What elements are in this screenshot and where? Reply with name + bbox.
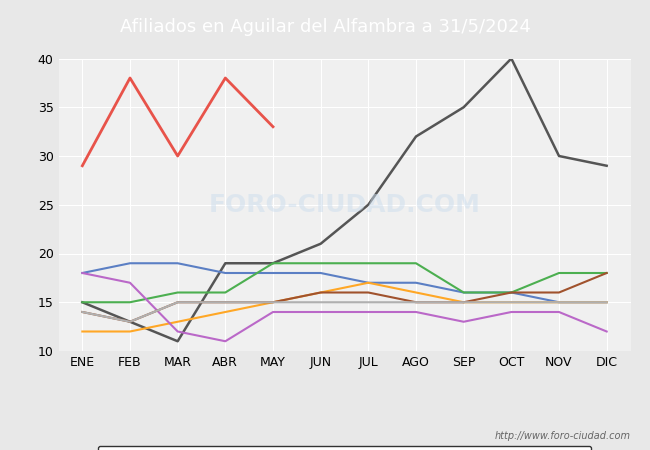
- Text: Afiliados en Aguilar del Alfambra a 31/5/2024: Afiliados en Aguilar del Alfambra a 31/5…: [120, 18, 530, 36]
- Text: http://www.foro-ciudad.com: http://www.foro-ciudad.com: [495, 431, 630, 441]
- Legend: 2024, 2023, 2022, 2021, 2020, 2019, 2018, 2017: 2024, 2023, 2022, 2021, 2020, 2019, 2018…: [98, 446, 592, 450]
- Text: FORO-CIUDAD.COM: FORO-CIUDAD.COM: [209, 193, 480, 217]
